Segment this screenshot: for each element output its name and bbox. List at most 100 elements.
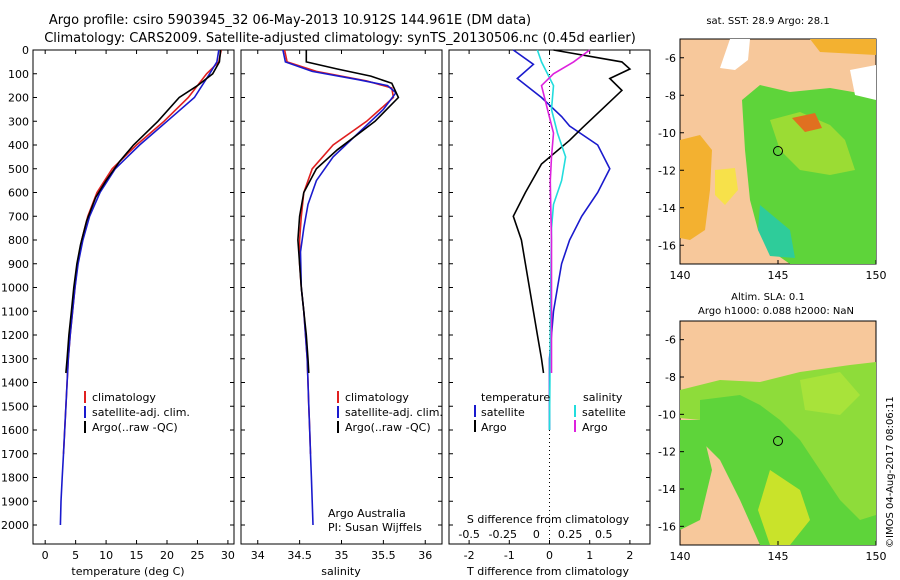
y-tick-label: 0	[22, 44, 29, 57]
y-tick-label: 1600	[1, 424, 29, 437]
x2-tick-label: -0.25	[489, 528, 517, 541]
series-line-argo	[297, 50, 400, 374]
map-y-tick-label: -16	[658, 520, 676, 533]
salinity-annotation-1: Argo Australia	[328, 507, 406, 520]
map-y-tick-label: -12	[658, 164, 676, 177]
sla-map-axes: 140 145 150 -6 -8 -10 -12 -14 -16	[658, 334, 886, 563]
figure-title-line1: Argo profile: csiro 5903945_32 06-May-20…	[49, 13, 531, 28]
series-line-t-argo	[512, 49, 632, 374]
x-tick-label: 35	[335, 549, 349, 562]
sla-map	[679, 320, 877, 546]
watermark: ©IMOS 04-Aug-2017 08:06:11	[885, 396, 896, 548]
x-tick-label: 34.5	[287, 549, 312, 562]
sla-map-title2: Argo h1000: 0.088 h2000: NaN	[698, 306, 854, 317]
map-y-tick-label: -10	[658, 127, 676, 140]
temperature-x-label: temperature (deg C)	[71, 565, 184, 578]
legend-label: satellite-adj. clim.	[345, 406, 443, 419]
difference-plot: -2 -1 0 1 2 -0.5 -0.25 0 0.25 0.5	[449, 49, 650, 562]
y-tick-label: 400	[8, 139, 29, 152]
x-tick-label: 34	[251, 549, 265, 562]
sla-argo-position-marker	[773, 436, 783, 446]
legend-label: climatology	[345, 391, 409, 404]
y-tick-label: 1000	[1, 282, 29, 295]
legend-label: Argo	[582, 421, 608, 434]
legend-label: satellite	[582, 406, 626, 419]
y-tick-label: 1100	[1, 305, 29, 318]
y-tick-label: 500	[8, 163, 29, 176]
legend-label: Argo	[481, 421, 507, 434]
x-tick-label: 5	[72, 549, 79, 562]
legend-label: satellite	[481, 406, 525, 419]
legend-label: Argo(..raw -QC)	[345, 421, 431, 434]
x-tick-label: -2	[464, 549, 475, 562]
series-line-argo	[65, 49, 222, 374]
y-tick-label: 1300	[1, 353, 29, 366]
salinity-plot-frame	[240, 49, 443, 545]
map-x-tick-label: 145	[768, 269, 789, 282]
x-tick-label: 35.5	[371, 549, 396, 562]
salinity-legend: climatology satellite-adj. clim. Argo(..…	[337, 391, 443, 434]
map-x-tick-label: 140	[670, 269, 691, 282]
difference-T-x-label: T difference from climatology	[466, 565, 629, 578]
map-x-tick-label: 145	[768, 550, 789, 563]
x-tick-label: 1	[586, 549, 593, 562]
x-tick-label: 0	[42, 549, 49, 562]
x2-tick-label: 0.25	[558, 528, 583, 541]
salinity-x-label: salinity	[321, 565, 361, 578]
y-tick-label: 300	[8, 115, 29, 128]
x-tick-label: 15	[130, 549, 144, 562]
map-y-tick-label: -6	[665, 334, 676, 347]
x-tick-label: 20	[160, 549, 174, 562]
temperature-plot-frame	[32, 49, 235, 545]
sst-argo-position-marker	[773, 146, 783, 156]
y-tick-label: 1200	[1, 329, 29, 342]
y-tick-label: 700	[8, 210, 29, 223]
legend-label: Argo(..raw -QC)	[92, 421, 178, 434]
y-tick-label: 2000	[1, 519, 29, 532]
sst-map	[679, 38, 877, 265]
legend-label: satellite-adj. clim.	[92, 406, 190, 419]
figure-title-line2: Climatology: CARS2009. Satellite-adjuste…	[44, 31, 636, 46]
map-y-tick-label: -8	[665, 371, 676, 384]
temperature-plot: 0 5 10 15 20 25 300100200300400500600700800900…	[1, 44, 235, 562]
x2-tick-label: -0.5	[458, 528, 479, 541]
series-line-s-satellite	[536, 49, 567, 431]
series-line-satellite-adj-clim-	[282, 49, 397, 526]
map-y-tick-label: -14	[658, 202, 676, 215]
map-y-tick-label: -16	[658, 239, 676, 252]
salinity-annotation-2: PI: Susan Wijffels	[328, 521, 422, 534]
x-tick-label: 25	[190, 549, 204, 562]
map-y-tick-label: -6	[665, 52, 676, 65]
y-tick-label: 1700	[1, 448, 29, 461]
y-tick-label: 1500	[1, 400, 29, 413]
difference-plot-frame	[448, 49, 651, 545]
sst-map-axes: 140 145 150 -6 -8 -10 -12 -14 -16	[658, 52, 886, 282]
legend-label: climatology	[92, 391, 156, 404]
series-line-s-argo	[540, 49, 591, 373]
x-tick-label: 10	[99, 549, 113, 562]
map-x-tick-label: 140	[670, 550, 691, 563]
map-x-tick-label: 150	[866, 550, 887, 563]
x-tick-label: 0	[546, 549, 553, 562]
sla-map-title1: Altim. SLA: 0.1	[731, 292, 805, 303]
y-tick-label: 1900	[1, 495, 29, 508]
y-tick-label: 1400	[1, 377, 29, 390]
series-line-t-satellite	[512, 49, 611, 430]
y-tick-label: 900	[8, 258, 29, 271]
difference-legend: temperature satellite Argo salinity sate…	[474, 391, 626, 434]
y-tick-label: 200	[8, 92, 29, 105]
y-tick-label: 1800	[1, 472, 29, 485]
map-y-tick-label: -8	[665, 89, 676, 102]
y-tick-label: 800	[8, 234, 29, 247]
difference-S-x-label: S difference from climatology	[467, 513, 630, 526]
legend-S-header: salinity	[583, 391, 623, 404]
x-tick-label: 36	[418, 549, 432, 562]
y-tick-label: 600	[8, 187, 29, 200]
map-y-tick-label: -14	[658, 483, 676, 496]
temperature-legend: climatology satellite-adj. clim. Argo(..…	[84, 391, 190, 434]
map-y-tick-label: -12	[658, 446, 676, 459]
salinity-plot: 34 34.5 35 35.5 36	[241, 49, 442, 562]
sst-map-title: sat. SST: 28.9 Argo: 28.1	[706, 16, 829, 27]
series-line-satellite-adj-clim-	[59, 49, 220, 526]
legend-T-header: temperature	[481, 391, 550, 404]
